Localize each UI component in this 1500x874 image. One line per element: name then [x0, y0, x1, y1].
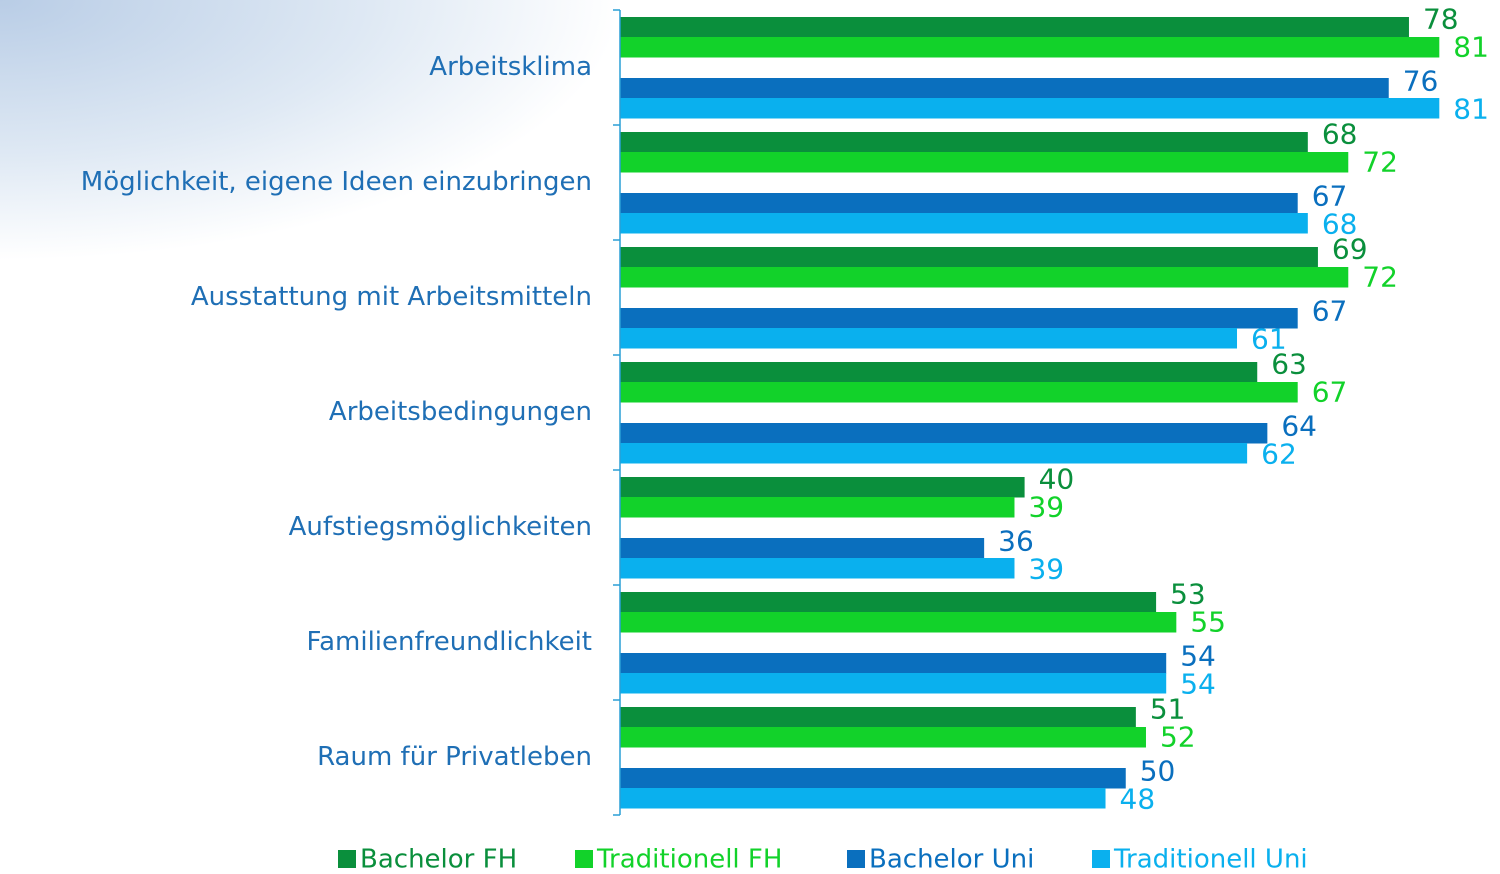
value-label: 40 [1039, 462, 1075, 495]
value-label: 52 [1160, 720, 1196, 753]
bar [620, 477, 1025, 498]
category-label: Aufstiegsmöglichkeiten [289, 512, 592, 542]
legend-swatch [847, 850, 865, 868]
value-label: 69 [1332, 232, 1368, 265]
value-label: 68 [1322, 117, 1358, 150]
legend-swatch [338, 850, 356, 868]
value-label: 67 [1312, 179, 1348, 212]
bar [620, 152, 1349, 173]
value-label: 78 [1423, 2, 1459, 35]
value-label: 81 [1453, 30, 1489, 63]
category-label: Familienfreundlichkeit [307, 627, 592, 657]
value-label: 39 [1028, 490, 1064, 523]
bar [620, 558, 1015, 579]
bar [620, 423, 1268, 444]
legend-label: Traditionell Uni [1113, 845, 1308, 874]
value-label: 76 [1403, 64, 1439, 97]
bar [620, 213, 1308, 234]
value-label: 55 [1190, 605, 1226, 638]
category-label: Raum für Privatleben [317, 742, 592, 772]
value-label: 54 [1180, 639, 1216, 672]
bar [620, 37, 1440, 58]
bar [620, 78, 1389, 99]
bar [620, 132, 1308, 153]
value-label: 61 [1251, 322, 1287, 355]
value-label: 64 [1281, 409, 1317, 442]
legend-label: Traditionell FH [596, 845, 782, 874]
value-label: 39 [1028, 552, 1064, 585]
bar [620, 17, 1409, 38]
bar [620, 538, 985, 559]
bar [620, 768, 1126, 789]
legend-swatch [1092, 850, 1110, 868]
bar [620, 673, 1167, 694]
value-label: 54 [1180, 667, 1216, 700]
bar [620, 328, 1238, 349]
bar [620, 788, 1106, 809]
bar [620, 592, 1157, 613]
bar [620, 707, 1136, 728]
bar [620, 612, 1177, 633]
category-label: Ausstattung mit Arbeitsmitteln [191, 282, 592, 312]
bar [620, 362, 1258, 383]
value-label: 53 [1170, 577, 1206, 610]
bar [620, 382, 1298, 403]
category-label: Arbeitsbedingungen [329, 397, 592, 427]
value-label: 63 [1271, 347, 1307, 380]
bar [620, 308, 1298, 329]
value-label: 67 [1312, 375, 1348, 408]
bar [620, 267, 1349, 288]
value-label: 72 [1362, 145, 1398, 178]
value-label: 36 [998, 524, 1034, 557]
bar [620, 443, 1248, 464]
category-label: Möglichkeit, eigene Ideen einzubringen [81, 167, 592, 197]
bar [620, 247, 1318, 268]
value-label: 50 [1140, 754, 1176, 787]
bar [620, 653, 1167, 674]
value-label: 72 [1362, 260, 1398, 293]
bar [620, 497, 1015, 518]
legend-label: Bachelor FH [360, 845, 517, 874]
value-label: 48 [1120, 782, 1156, 815]
value-label: 81 [1453, 92, 1489, 125]
value-label: 51 [1150, 692, 1186, 725]
value-label: 67 [1312, 294, 1348, 327]
bar [620, 193, 1298, 214]
bar [620, 98, 1440, 119]
bar [620, 727, 1146, 748]
category-label: Arbeitsklima [429, 52, 592, 82]
value-label: 68 [1322, 207, 1358, 240]
value-label: 62 [1261, 437, 1297, 470]
legend-swatch [575, 850, 593, 868]
legend-label: Bachelor Uni [869, 845, 1034, 874]
